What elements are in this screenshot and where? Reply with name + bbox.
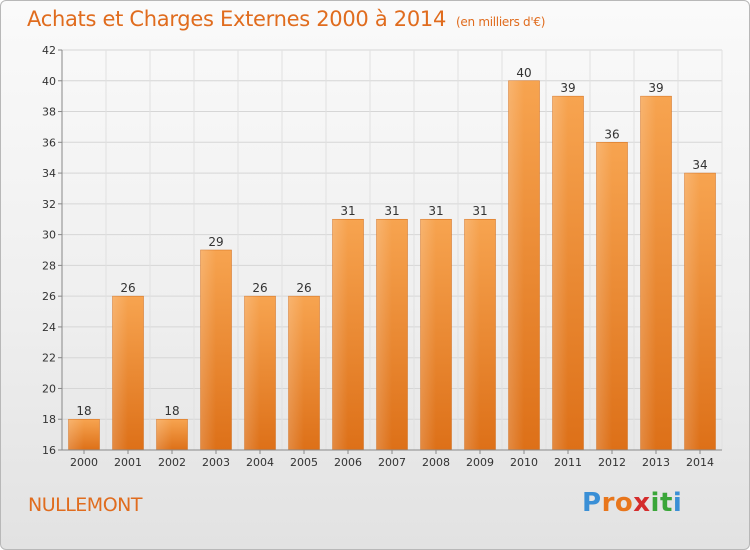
title-text: Achats et Charges Externes 2000 à 2014 [27, 7, 447, 31]
value-label: 39 [560, 81, 575, 95]
x-tick-label: 2013 [642, 456, 670, 469]
y-axis: 16 18 20 22 24 26 28 30 32 34 36 38 40 42 [42, 44, 63, 457]
commune-name: NULLEMONT [28, 494, 142, 516]
y-tick-label: 36 [42, 136, 56, 149]
value-label: 40 [516, 66, 531, 80]
y-tick-label: 20 [42, 382, 56, 395]
y-tick-label: 22 [42, 352, 56, 365]
bar-highlight [684, 173, 700, 451]
bar-highlight [288, 296, 304, 450]
y-tick-label: 40 [42, 75, 56, 88]
y-tick-label: 34 [42, 167, 56, 180]
value-label: 26 [296, 281, 311, 295]
value-label: 31 [384, 204, 399, 218]
x-tick-label: 2009 [466, 456, 494, 469]
x-tick-label: 2012 [598, 456, 626, 469]
value-labels: 18 26 18 29 26 26 31 31 31 31 40 39 36 39 34 [76, 66, 707, 418]
value-label: 31 [428, 204, 443, 218]
value-label: 31 [340, 204, 355, 218]
y-tick-label: 18 [42, 413, 56, 426]
x-tick-label: 2002 [158, 456, 186, 469]
x-tick-label: 2004 [246, 456, 274, 469]
x-tick-label: 2003 [202, 456, 230, 469]
value-label: 18 [164, 404, 179, 418]
value-label: 31 [472, 204, 487, 218]
bar-highlight [596, 142, 612, 451]
value-label: 29 [208, 235, 223, 249]
bar-highlight [552, 96, 568, 451]
bar-highlight [244, 296, 260, 450]
value-label: 18 [76, 404, 91, 418]
y-tick-label: 26 [42, 290, 56, 303]
value-label: 26 [120, 281, 135, 295]
y-tick-label: 30 [42, 229, 56, 242]
x-tick-label: 2001 [114, 456, 142, 469]
bar-highlight [112, 296, 128, 450]
bar-highlight [464, 219, 480, 450]
x-axis: 2000 2001 2002 2003 2004 2005 2006 2007 2008 2009… [62, 449, 722, 469]
x-tick-label: 2010 [510, 456, 538, 469]
logo-letter: t [659, 488, 673, 518]
chart-subtitle: (en milliers d'€) [456, 15, 546, 29]
logo-letter: P [582, 488, 602, 518]
bar-highlight [420, 219, 436, 450]
bar-highlight [68, 419, 84, 450]
y-tick-label: 42 [42, 44, 56, 57]
x-tick-label: 2005 [290, 456, 318, 469]
x-tick-label: 2000 [70, 456, 98, 469]
x-tick-label: 2014 [686, 456, 714, 469]
value-label: 34 [692, 158, 707, 172]
y-tick-label: 28 [42, 259, 56, 272]
y-tick-label: 24 [42, 321, 56, 334]
proxiti-logo: Proxiti [582, 488, 682, 518]
chart-title: Achats et Charges Externes 2000 à 2014 (e… [27, 7, 545, 31]
bar-highlight [156, 419, 172, 450]
x-tick-label: 2006 [334, 456, 362, 469]
x-tick-label: 2008 [422, 456, 450, 469]
bar-highlight [376, 219, 392, 450]
value-label: 26 [252, 281, 267, 295]
bar-highlight [508, 80, 524, 451]
bars [68, 80, 716, 451]
logo-letter: i [650, 488, 660, 518]
x-tick-label: 2007 [378, 456, 406, 469]
y-tick-label: 16 [42, 444, 56, 457]
value-label: 36 [604, 127, 619, 141]
bar-highlight [332, 219, 348, 450]
value-label: 39 [648, 81, 663, 95]
bar-highlight [640, 96, 656, 451]
y-tick-label: 32 [42, 198, 56, 211]
logo-letter: o [614, 488, 634, 518]
x-tick-label: 2011 [554, 456, 582, 469]
logo-letter: i [672, 488, 683, 518]
logo-letter: r [601, 488, 615, 518]
y-tick-label: 38 [42, 106, 56, 119]
logo-letter: x [633, 488, 651, 518]
bar-highlight [200, 250, 216, 450]
